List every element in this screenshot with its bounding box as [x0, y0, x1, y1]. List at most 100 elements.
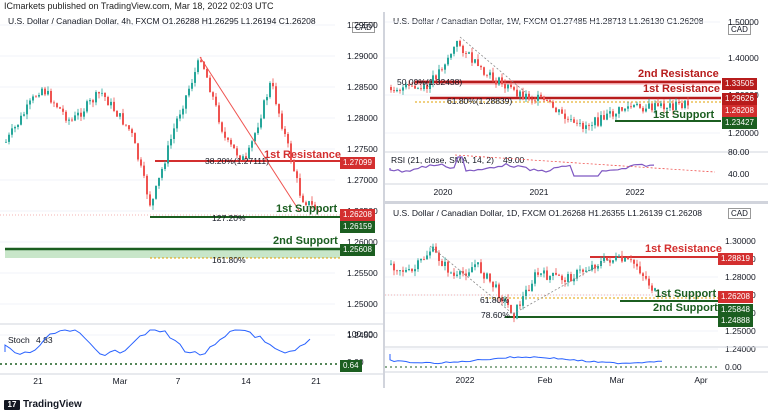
h4-candle	[233, 144, 235, 149]
h4-candle	[242, 156, 244, 161]
y-tick-4h: 1.28500	[347, 82, 378, 92]
w1-candle	[654, 103, 656, 111]
pane-divider-horizontal[interactable]	[385, 201, 768, 204]
y-tick-4h: 1.25500	[347, 268, 378, 278]
w1-candle	[627, 106, 629, 109]
x-tick-1w: 2020	[434, 187, 453, 197]
d1-candle	[483, 272, 485, 279]
chart-1d-svg[interactable]: 1.300001.290001.280001.270001.260001.250…	[385, 204, 768, 388]
w1-candle	[639, 103, 641, 108]
x-tick-4h: Mar	[113, 376, 128, 386]
h4-candle	[32, 96, 34, 101]
w1-candle	[426, 85, 428, 89]
w1-candle	[537, 94, 539, 101]
h4-candle	[101, 92, 103, 94]
d1-candle	[618, 255, 620, 257]
published-header: ICmarkets published on TradingView.com, …	[4, 1, 274, 11]
rsi-line	[389, 156, 655, 177]
d1-candle	[486, 273, 488, 279]
x-tick-4h: 14	[241, 376, 251, 386]
rsi-trendline	[454, 154, 716, 173]
h4-candle	[14, 126, 16, 129]
w1-candle	[417, 88, 419, 90]
sup2-label-1d: 2nd Support	[653, 302, 718, 314]
chart-pane-1w[interactable]: U.S. Dollar / Canadian Dollar, 1W, FXCM …	[385, 12, 768, 201]
fib3-label-4h: 161.80%	[212, 255, 246, 265]
d1-candle	[579, 269, 581, 271]
x-tick-1d: Apr	[694, 375, 707, 385]
d1-candle	[423, 258, 425, 260]
price-tag-res1-1w: 1.29626	[722, 93, 757, 105]
w1-candle	[669, 103, 671, 108]
w1-candle	[651, 103, 653, 111]
d1-candle	[600, 260, 602, 266]
h4-candle	[293, 161, 295, 172]
w1-candle	[558, 109, 560, 113]
y-tick-4h: 1.27000	[347, 175, 378, 185]
w1-candle	[531, 99, 533, 101]
h4-candle	[176, 118, 178, 129]
price-tag-res1-4h: 1.27099	[340, 157, 375, 169]
w1-candle	[408, 84, 410, 86]
w1-candle	[423, 85, 425, 90]
rsi-value: 49.00	[503, 155, 525, 165]
h4-candle	[278, 104, 280, 114]
d1-candle	[594, 264, 596, 269]
h4-candle	[35, 96, 37, 98]
h4-candle	[236, 148, 238, 156]
w1-candle	[534, 100, 536, 102]
d1-candle	[654, 288, 656, 291]
h4-candle	[131, 129, 133, 134]
h4-candle	[299, 178, 301, 196]
d1-candle	[573, 278, 575, 282]
w1-candle	[543, 96, 545, 101]
w1-candle	[399, 89, 401, 91]
d1-candle	[636, 263, 638, 267]
h4-candle	[143, 165, 145, 176]
price-tag-sup2-1d: 1.24888	[718, 315, 753, 327]
currency-label-1d: CAD	[728, 208, 751, 219]
h4-candle	[296, 171, 298, 179]
w1-candle	[438, 69, 440, 80]
h4-candle	[314, 204, 316, 210]
x-tick-1d: Feb	[538, 375, 553, 385]
sup2-zone-4h	[5, 250, 340, 258]
d1-candle	[465, 273, 467, 276]
d1-candle	[426, 255, 428, 260]
h4-candle	[218, 105, 220, 123]
chart-pane-4h[interactable]: U.S. Dollar / Canadian Dollar, 4h, FXCM …	[0, 12, 383, 388]
pane-divider-vertical[interactable]	[383, 12, 385, 388]
w1-candle	[636, 103, 638, 105]
d1-candle	[585, 270, 587, 272]
fib2-label-1d: 78.60%	[481, 310, 510, 320]
d1-candle	[441, 260, 443, 266]
y-tick-1d: 1.24000	[725, 344, 756, 354]
w1-candle	[528, 93, 530, 100]
tradingview-footer[interactable]: 17 TradingView	[4, 399, 82, 410]
price-tag-last-1w: 1.26208	[722, 105, 757, 117]
w1-candle	[474, 59, 476, 63]
h4-candle	[179, 114, 181, 119]
w1-candle	[657, 103, 659, 107]
h4-candle	[248, 147, 250, 159]
x-tick-1w: 2022	[626, 187, 645, 197]
h4-candle	[290, 143, 292, 162]
res2-label-1w: 2nd Resistance	[638, 68, 719, 80]
h4-candle	[125, 124, 127, 126]
d1-candle	[468, 272, 470, 276]
w1-candle	[564, 113, 566, 119]
y-tick-1d: 1.25000	[725, 326, 756, 336]
chart-4h-svg[interactable]: 1.29500 1.29000 1.28500 1.28000 1.27500 1.270…	[0, 12, 383, 388]
h4-candle	[65, 111, 67, 121]
h4-candle	[104, 92, 106, 98]
w1-candle	[516, 89, 518, 97]
h4-candle	[317, 209, 319, 211]
w1-candle	[519, 91, 521, 97]
w1-candle	[666, 107, 668, 110]
stoch-last-tag: 0.64	[340, 360, 362, 372]
y-tick-4h: 1.28000	[347, 113, 378, 123]
w1-candle	[552, 101, 554, 108]
chart-pane-1d[interactable]: U.S. Dollar / Canadian Dollar, 1D, FXCM …	[385, 204, 768, 388]
d1-candle	[414, 269, 416, 272]
